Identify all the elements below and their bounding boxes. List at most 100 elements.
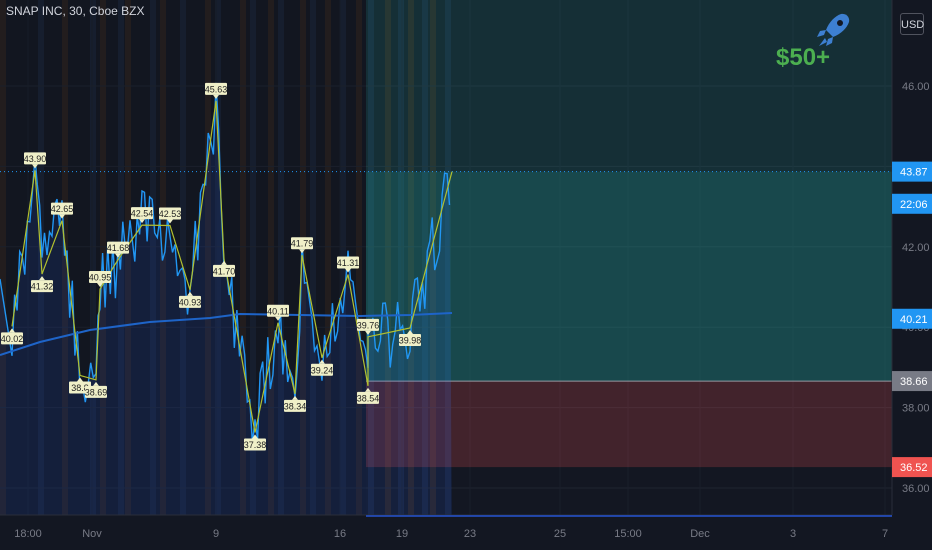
session-stripe	[445, 0, 451, 515]
x-tick-label: 25	[554, 528, 566, 540]
pivot-label-box	[31, 280, 53, 293]
promo-text: $50+	[776, 44, 831, 71]
session-stripe	[240, 0, 246, 515]
pivot-label-pointer	[252, 434, 258, 439]
price-tag-box	[892, 308, 932, 329]
pivot-label-pointer	[115, 253, 121, 258]
pivot-label-pointer	[213, 94, 219, 99]
pivot-label: 38.54	[357, 387, 379, 404]
pivot-label-text: 41.68	[107, 243, 130, 253]
price-tag-label: 22:06	[900, 199, 928, 211]
y-tick-label: 46.00	[902, 81, 930, 93]
session-stripe	[150, 0, 156, 515]
pivot-label-text: 40.93	[179, 297, 202, 307]
session-stripe	[398, 0, 404, 515]
pivot-label: 42.53	[159, 207, 182, 224]
pivot-label: 39.98	[399, 330, 422, 347]
x-tick-label: 7	[882, 528, 888, 540]
pivot-label-box	[291, 237, 313, 250]
rocket-icon	[817, 13, 850, 46]
x-tick-label: Dec	[690, 528, 710, 540]
pivot-label-pointer	[365, 330, 371, 335]
pivot-label-box	[131, 207, 153, 220]
pivot-label-box	[213, 264, 235, 277]
session-stripe	[250, 0, 256, 515]
session-stripe	[62, 0, 68, 515]
pivot-label-text: 38.69	[85, 387, 108, 397]
pivot-label-box	[85, 385, 107, 398]
session-stripe	[268, 0, 274, 515]
pivot-label-box	[284, 399, 306, 412]
pivot-label: 45.63	[205, 82, 228, 99]
pivot-label-text: 41.79	[291, 239, 314, 249]
session-stripe	[90, 0, 96, 515]
x-tick-label: Nov	[82, 528, 102, 540]
pivot-label-pointer	[167, 219, 173, 224]
pivot-label-text: 38.34	[284, 401, 307, 411]
pivot-label-box	[205, 82, 227, 95]
pivot-label-text: 39.24	[311, 365, 334, 375]
price-tag-label: 43.87	[900, 167, 928, 179]
pivot-label-box	[399, 334, 421, 347]
pivot-label-text: 41.32	[31, 282, 54, 292]
pivot-label-text: 41.31	[337, 258, 360, 268]
price-tag-label: 38.66	[900, 376, 928, 388]
y-tick-label: 42.00	[902, 242, 930, 254]
pivot-label-pointer	[9, 328, 15, 333]
pivot-label-text: 42.65	[51, 204, 74, 214]
pivot-label-pointer	[221, 260, 227, 265]
price-tag-box	[892, 457, 932, 478]
price-tag-box	[892, 161, 932, 182]
pivot-label-pointer	[407, 330, 413, 335]
pivot-label-text: 40.11	[267, 306, 289, 316]
time-axis	[0, 515, 932, 550]
pivot-label-pointer	[59, 214, 65, 219]
pivot-label-pointer	[319, 359, 325, 364]
target-filled-zone	[366, 171, 892, 382]
symbol-title[interactable]: SNAP INC, 30, Cboe BZX	[6, 4, 145, 18]
x-tick-label: 16	[334, 528, 346, 540]
pivot-label-text: 37.38	[244, 440, 267, 450]
x-tick-label: 3	[790, 528, 796, 540]
pivot-label-box	[357, 391, 379, 404]
pivot-label-text: 41.70	[213, 266, 236, 276]
x-tick-label: 9	[213, 528, 219, 540]
pivot-label-box	[357, 318, 379, 331]
session-stripe	[325, 0, 331, 515]
price-area	[0, 82, 452, 516]
pivot-label-pointer	[299, 249, 305, 254]
pivot-label-pointer	[93, 381, 99, 386]
position-range-marker	[366, 515, 892, 517]
pivot-label-box	[244, 438, 266, 451]
pivot-label-box	[159, 207, 181, 220]
session-stripe	[385, 0, 391, 515]
pivot-label-text: 42.53	[159, 209, 182, 219]
currency-button[interactable]: USD	[900, 13, 924, 35]
pivot-label: 40.93	[179, 291, 202, 308]
pivot-label: 43.90	[24, 152, 46, 169]
session-stripe	[0, 0, 6, 515]
pivot-label-pointer	[77, 377, 83, 382]
pivot-label: 38.69	[85, 381, 108, 398]
pivot-label-text: 45.63	[205, 84, 228, 94]
pivot-label-text: 39.98	[399, 336, 422, 346]
x-tick-label: 19	[396, 528, 408, 540]
session-stripe	[180, 0, 186, 515]
pivot-label: 41.68	[107, 241, 130, 258]
price-tag-label: 36.52	[900, 462, 928, 474]
session-stripe	[422, 0, 428, 515]
pivot-label-pointer	[187, 291, 193, 296]
moving-average-line	[0, 312, 453, 356]
session-stripe	[310, 0, 316, 515]
pivot-label-box	[179, 295, 201, 308]
pivot-label: 38.34	[284, 395, 307, 412]
pivot-label-pointer	[275, 316, 281, 321]
pivot-label-pointer	[139, 219, 145, 224]
pivot-label-box	[107, 241, 129, 254]
pivot-label-box	[24, 152, 46, 165]
pivot-label-pointer	[365, 387, 371, 392]
pivot-label-box	[51, 202, 73, 215]
pivot-label-pointer	[32, 164, 38, 169]
pivot-label: 39.76	[357, 318, 379, 335]
